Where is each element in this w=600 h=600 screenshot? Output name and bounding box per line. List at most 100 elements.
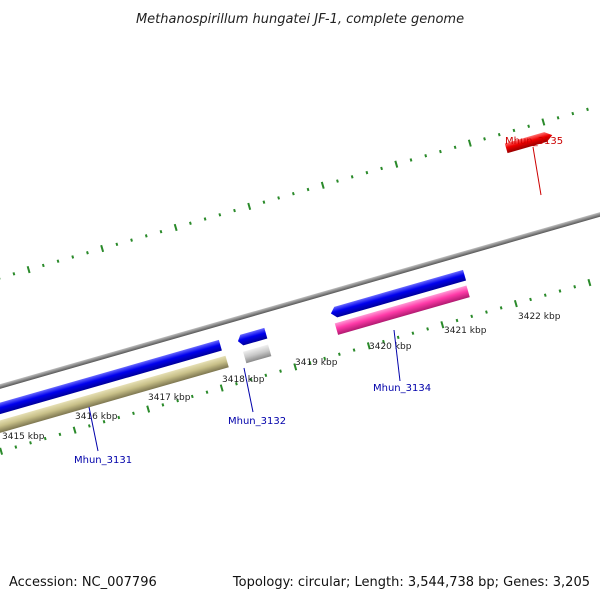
minor-tick bbox=[512, 128, 516, 133]
gene-label-mhun-3132[interactable]: Mhun_3132 bbox=[228, 416, 286, 427]
major-tick bbox=[219, 384, 224, 392]
outer-tick-ring bbox=[0, 107, 589, 280]
minor-tick bbox=[336, 179, 339, 183]
minor-tick bbox=[556, 116, 560, 120]
minor-tick bbox=[279, 369, 282, 373]
minor-tick bbox=[396, 335, 400, 340]
major-tick bbox=[247, 202, 252, 211]
gene-callouts: Mhun_3131 Mhun_3132 Mhun_3134 Mhun_3135 bbox=[74, 136, 563, 466]
minor-tick bbox=[411, 331, 415, 335]
minor-tick bbox=[308, 360, 312, 365]
major-tick bbox=[173, 223, 178, 232]
minor-tick bbox=[571, 111, 575, 116]
major-tick bbox=[146, 405, 151, 413]
minor-tick bbox=[71, 255, 75, 259]
minor-tick bbox=[144, 234, 148, 238]
gene-label-mhun-3134[interactable]: Mhun_3134 bbox=[373, 383, 431, 394]
minor-tick bbox=[233, 208, 236, 213]
major-tick bbox=[513, 300, 518, 308]
accession-text: Accession: NC_007796 bbox=[9, 575, 157, 590]
minor-tick bbox=[249, 377, 253, 382]
major-tick bbox=[320, 181, 325, 189]
gene-mhun-3135-arrow[interactable] bbox=[504, 130, 554, 154]
minor-tick bbox=[264, 373, 268, 378]
genome-backbone bbox=[0, 199, 600, 402]
tick-label: 3418 kbp bbox=[222, 375, 265, 385]
major-tick bbox=[366, 342, 371, 350]
minor-tick bbox=[58, 432, 62, 437]
minor-tick bbox=[424, 154, 428, 158]
minor-tick bbox=[586, 107, 589, 112]
minor-tick bbox=[43, 436, 47, 441]
tick-label: 3416 kbp bbox=[75, 412, 118, 422]
minor-tick bbox=[365, 170, 369, 175]
gene-mhun-3132-arrow[interactable] bbox=[236, 327, 268, 347]
tick-label: 3419 kbp bbox=[295, 358, 338, 368]
minor-tick bbox=[130, 238, 133, 242]
gene-mhun-3134-arrow[interactable] bbox=[329, 269, 467, 319]
minor-tick bbox=[176, 398, 179, 403]
minor-tick bbox=[529, 297, 532, 302]
minor-tick bbox=[29, 441, 32, 445]
kbp-labels: 3415 kbp 3416 kbp 3417 kbp 3418 kbp 3419… bbox=[2, 312, 561, 442]
feature-misc-bar[interactable] bbox=[243, 344, 272, 364]
minor-tick bbox=[382, 339, 385, 344]
minor-tick bbox=[543, 293, 547, 297]
minor-tick bbox=[497, 132, 501, 137]
minor-tick bbox=[323, 356, 327, 361]
minor-tick bbox=[573, 285, 577, 289]
minor-tick bbox=[41, 263, 45, 268]
minor-tick bbox=[291, 191, 295, 196]
tick-label: 3415 kbp bbox=[2, 432, 45, 442]
gene-label-mhun-3131[interactable]: Mhun_3131 bbox=[74, 455, 132, 466]
minor-tick bbox=[189, 221, 192, 225]
major-tick bbox=[541, 118, 546, 126]
minor-tick bbox=[350, 175, 354, 179]
minor-tick bbox=[380, 166, 383, 171]
minor-tick bbox=[12, 272, 16, 276]
tick-label: 3417 kbp bbox=[148, 393, 191, 403]
minor-tick bbox=[115, 242, 119, 247]
minor-tick bbox=[117, 415, 121, 420]
feature-trna-bar[interactable] bbox=[0, 355, 229, 437]
major-tick bbox=[293, 363, 298, 371]
minor-tick bbox=[0, 276, 1, 280]
minor-tick bbox=[203, 217, 207, 221]
tick-label: 3422 kbp bbox=[518, 312, 561, 322]
gene-label-mhun-3135[interactable]: Mhun_3135 bbox=[505, 136, 563, 147]
minor-tick bbox=[86, 251, 89, 255]
minor-tick bbox=[455, 318, 459, 323]
minor-tick bbox=[102, 420, 106, 424]
major-tick bbox=[394, 160, 399, 168]
minor-tick bbox=[14, 445, 18, 449]
minor-tick bbox=[338, 352, 341, 356]
minor-tick bbox=[558, 289, 562, 293]
minor-tick bbox=[483, 137, 486, 141]
feature-rrna-bar[interactable] bbox=[334, 285, 470, 335]
inner-tick-ring bbox=[0, 278, 592, 455]
minor-tick bbox=[499, 306, 503, 310]
minor-tick bbox=[277, 196, 281, 200]
gene-mhun-3131-arrow[interactable] bbox=[0, 339, 222, 420]
major-tick bbox=[587, 278, 592, 287]
minor-tick bbox=[527, 124, 531, 128]
tick-label: 3421 kbp bbox=[444, 326, 487, 336]
minor-tick bbox=[235, 382, 238, 386]
minor-tick bbox=[262, 200, 266, 204]
major-tick bbox=[100, 244, 105, 253]
minor-tick bbox=[132, 411, 135, 416]
minor-tick bbox=[470, 314, 474, 319]
minor-tick bbox=[205, 390, 209, 394]
minor-tick bbox=[161, 403, 165, 407]
minor-tick bbox=[352, 348, 356, 352]
major-tick bbox=[440, 321, 445, 329]
major-tick bbox=[0, 447, 4, 455]
major-tick bbox=[467, 139, 472, 147]
genome-track bbox=[0, 107, 600, 455]
minor-tick bbox=[56, 259, 60, 263]
callout-line-mhun-3135 bbox=[532, 146, 542, 196]
callout-line-mhun-3132 bbox=[243, 367, 254, 413]
map-title: Methanospirillum hungatei JF-1, complete… bbox=[136, 12, 464, 27]
major-tick bbox=[72, 426, 77, 434]
